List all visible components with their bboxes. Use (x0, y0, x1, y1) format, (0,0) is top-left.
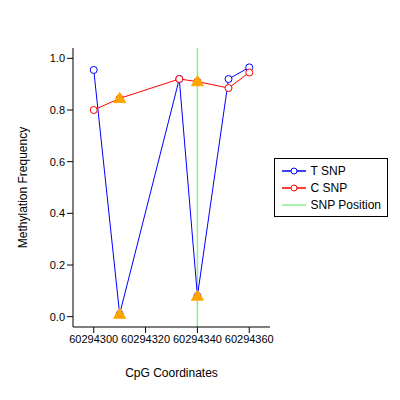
svg-text:0.4: 0.4 (50, 207, 65, 219)
svg-text:0.2: 0.2 (50, 259, 65, 271)
svg-text:1.0: 1.0 (50, 52, 65, 64)
svg-text:60294320: 60294320 (121, 333, 170, 345)
html-text:SNP Position: SNP Position (310, 197, 381, 212)
html-text:T SNP: T SNP (310, 163, 346, 178)
svg-text:60294300: 60294300 (69, 333, 118, 345)
svg-text:0.8: 0.8 (50, 104, 65, 116)
svg-text:Methylation Frequency: Methylation Frequency (16, 127, 30, 248)
html-text:C SNP: C SNP (310, 180, 348, 195)
svg-text:60294340: 60294340 (173, 333, 222, 345)
svg-text:0.0: 0.0 (50, 311, 65, 323)
svg-text:60294360: 60294360 (225, 333, 274, 345)
svg-text:CpG Coordinates: CpG Coordinates (125, 366, 218, 380)
svg-text:0.6: 0.6 (50, 156, 65, 168)
